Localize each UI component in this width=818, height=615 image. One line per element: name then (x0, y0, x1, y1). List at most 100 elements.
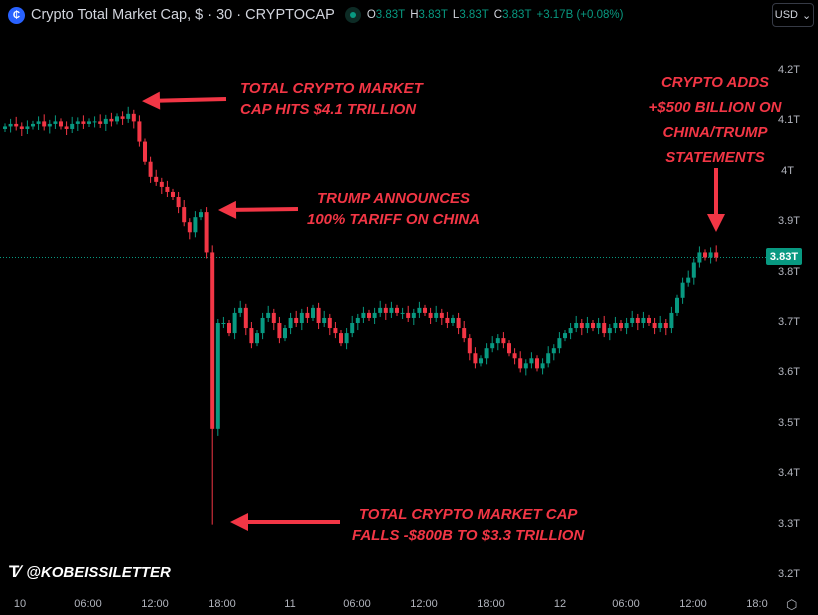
time-tick-label: 11 (284, 598, 296, 610)
candle-body (137, 121, 142, 142)
time-tick-label: 10 (13, 598, 27, 610)
price-tick-label: 4T (781, 164, 794, 177)
time-tick-label: 12:00 (679, 598, 707, 610)
annotation-recovery: CRYPTO ADDS +$500 BILLION ON CHINA/TRUMP… (640, 70, 790, 170)
candle-body (305, 312, 310, 318)
candle-body (383, 307, 388, 313)
candle-body (260, 317, 265, 334)
candle-body (271, 312, 276, 323)
high-label: H (410, 9, 419, 21)
last-price-tag: 3.83T (766, 248, 802, 265)
candle-body (372, 312, 377, 318)
annotation-line: CHINA/TRUMP (662, 124, 768, 141)
candle-body (87, 121, 91, 124)
candle-body (283, 328, 287, 339)
low-label: L (452, 9, 460, 21)
time-tick-label: 06:00 (612, 598, 640, 610)
watermark-handle: @KOBEISSILETTER (26, 563, 171, 581)
candle-body (238, 307, 243, 313)
candle-body (507, 343, 511, 354)
symbol-title[interactable]: Crypto Total Market Cap, $ · 30 · CRYPTO… (31, 7, 335, 23)
settings-icon[interactable]: ⬡ (786, 597, 798, 612)
candle-body (389, 307, 394, 313)
candle-body (456, 317, 461, 329)
candle-body (546, 353, 551, 364)
time-tick-label: 06:00 (343, 598, 371, 610)
candle-body (277, 323, 282, 339)
time-tick-label: 18:00 (208, 598, 236, 610)
candle-body (266, 312, 271, 318)
candle-body (193, 217, 198, 233)
time-tick-label: 18:0 (746, 598, 768, 610)
candle-body (462, 328, 467, 339)
candle-body (187, 222, 192, 233)
candle-body (367, 312, 371, 318)
price-tick-label: 3.3T (777, 517, 800, 530)
candle-body (378, 307, 383, 313)
candle-body (451, 317, 455, 323)
candle-body (406, 312, 411, 318)
candle-body (176, 197, 181, 208)
candle-body (703, 252, 707, 258)
candle-body (36, 121, 41, 124)
candle-body (512, 353, 517, 359)
candle-body (120, 116, 125, 119)
candle-body (288, 317, 293, 329)
candle-body (635, 317, 640, 323)
candle-body (647, 317, 651, 323)
candle-body (243, 307, 248, 329)
candle-body (428, 312, 433, 318)
time-tick-label: 18:00 (477, 598, 505, 610)
time-tick-label: 06:00 (74, 598, 102, 610)
candle-body (411, 312, 416, 318)
candle-body (299, 312, 304, 323)
annotation-ath: TOTAL CRYPTO MARKET CAP HITS $4.1 TRILLI… (240, 78, 423, 120)
candle-body (596, 323, 601, 329)
price-tick-label: 3.2T (777, 568, 800, 580)
candle-body (294, 317, 299, 323)
candle-body (613, 323, 618, 329)
candle-body (171, 191, 175, 197)
open-label: O (366, 9, 376, 21)
candle-body (75, 121, 80, 124)
candle-body (686, 277, 691, 283)
low-value: 3.83T (459, 9, 489, 21)
candle-body (563, 333, 567, 339)
currency-label: USD (774, 9, 798, 21)
crypto-logo-icon: ₵ (8, 6, 25, 24)
price-tick-label: 3.5T (777, 416, 800, 429)
price-tick-label: 4.2T (777, 64, 800, 76)
candle-body (154, 176, 159, 182)
candle-body (473, 353, 478, 364)
candle-body (658, 323, 663, 329)
candle-body (445, 317, 450, 323)
candle-body (143, 141, 147, 162)
time-tick-label: 12:00 (410, 598, 438, 610)
candle-body (131, 113, 136, 122)
price-tick-label: 3.7T (777, 316, 800, 328)
candle-body (691, 262, 696, 278)
candle-body (327, 317, 332, 329)
candle-body (680, 282, 685, 298)
candle-body (602, 323, 607, 334)
candle-body (523, 363, 528, 369)
candle-body (64, 126, 69, 129)
annotation-line: STATEMENTS (665, 149, 765, 166)
annotation-tariff: TRUMP ANNOUNCES 100% TARIFF ON CHINA (307, 188, 480, 230)
candle-body (490, 343, 495, 349)
annotation-line: CAP HITS $4.1 TRILLION (240, 101, 417, 118)
candle-body (355, 317, 360, 323)
annotation-line: FALLS -$800B TO $3.3 TRILLION (352, 527, 585, 544)
currency-select[interactable]: USD ⌄ (772, 3, 814, 27)
candle-body (641, 317, 646, 323)
candle-body (395, 307, 399, 313)
market-status-icon (344, 7, 361, 23)
candle-body (344, 333, 349, 344)
candle-body (663, 323, 668, 329)
candle-body (423, 307, 427, 313)
candle-body (115, 116, 119, 122)
candle-body (204, 212, 209, 253)
candle-body (255, 333, 259, 344)
candle-body (333, 328, 338, 334)
